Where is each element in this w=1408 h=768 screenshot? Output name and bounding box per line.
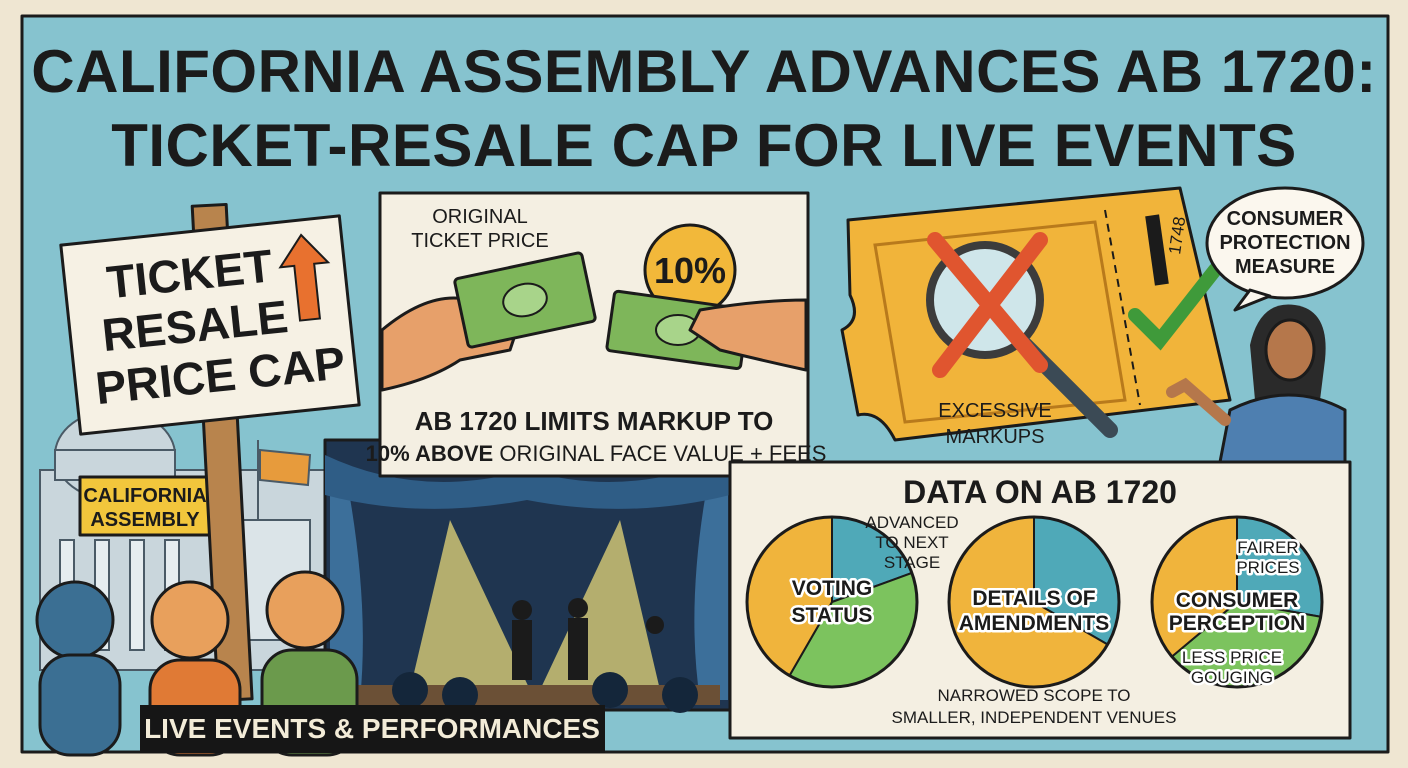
donut-callout: GOUGING [1191,668,1273,687]
stage-path [330,470,363,700]
donut-callout: NARROWED SCOPE TO [937,686,1130,705]
price-label: TICKET PRICE [411,230,548,252]
crowd-rect [38,653,122,757]
price-panel-path [688,298,808,372]
capitol-rect [54,449,176,481]
badge: 10% [654,250,726,291]
banner-text: LIVE EVENTS & PERFORMANCES [144,713,600,744]
donut-outline [1150,515,1324,689]
stage-path [694,470,728,700]
crowd-circle [265,570,345,650]
donut-callout: STAGE [884,553,940,572]
stage [323,438,732,712]
speech-text: PROTECTION [1219,232,1350,254]
capitol-path [259,448,312,487]
crowd-circle [150,580,230,660]
sign: TICKET RESALE PRICE CAP [59,202,361,703]
ticket-path [1128,263,1222,351]
donut-callout: FAIRER [1237,538,1298,557]
banner: LIVE EVENTS & PERFORMANCES [140,705,605,753]
crowd-circle [662,677,698,713]
spokesperson-path [1218,393,1347,464]
banner-rect [140,705,605,753]
donut-label: AMENDMENTS [959,612,1110,635]
donut-callout: LESS PRICE [1182,648,1282,667]
speech-text: MEASURE [1235,256,1335,278]
crowd-circle [35,580,115,660]
price-caption-bold: 10% ABOVE [366,441,494,466]
donut-callout: TO NEXT [875,533,948,552]
donut-label: VOTING [792,577,873,600]
building-label-rect [78,475,212,537]
donut-callout: SMALLER, INDEPENDENT VENUES [892,708,1177,727]
ticket-path [927,232,1048,378]
ticket-rect [1145,214,1169,286]
sign-g: TICKET RESALE PRICE CAP [59,214,361,436]
sign-g-rect [59,214,361,436]
data-title: DATA ON AB 1720 [903,474,1177,510]
capitol-rect [129,539,145,651]
data-panel: DATA ON AB 1720 VOTING STATUS DETAILS OFAM… [728,460,1352,740]
building-label: CALIFORNIA ASSEMBLY [78,475,212,537]
price-panel-ellipse [502,282,548,318]
crowd-circle [442,677,478,713]
stage-rect [568,618,588,680]
markup-label: EXCESSIVE [938,400,1051,422]
donut-callout: ADVANCED [865,513,958,532]
stage-path [410,520,530,690]
title-line: CALIFORNIA ASSEMBLY ADVANCES AB 1720: [31,38,1376,105]
speech-bubble-ellipse [1205,186,1365,300]
donut-label: STATUS [792,604,873,627]
building-label-text: ASSEMBLY [90,509,200,531]
stage-rect [512,620,532,680]
building-label-text: CALIFORNIA [83,485,206,507]
ticket: 1748 EXCESSIVE MARKUPS [840,186,1232,448]
stage-circle [646,616,664,634]
stage-circle [512,600,532,620]
title-line: TICKET-RESALE CAP FOR LIVE EVENTS [111,112,1297,179]
crowd-circle [592,672,628,708]
sign-g-path [278,233,331,322]
speech-bubble-path [1233,288,1272,312]
donut-label: CONSUMER [1176,589,1299,612]
spokesperson-path [1166,377,1231,426]
price-caption: AB 1720 LIMITS MARKUP TO [415,406,774,436]
stage-path [325,455,730,509]
stage-circle [568,598,588,618]
donut-outline [947,515,1121,689]
donut-label: PERCEPTION [1169,612,1306,635]
ticket-path [873,220,1127,424]
price-panel: ORIGINAL TICKET PRICE 10% AB 1720 LIMITS… [366,191,826,478]
markup-label: MARKUPS [946,426,1045,448]
spokesperson-ellipse [1264,318,1316,382]
donut-outline [745,515,919,689]
ticket-line [1104,209,1141,406]
spokesperson [1166,304,1347,464]
donut-callout: PRICES [1236,558,1299,577]
donut-label: DETAILS OF [972,587,1095,610]
speech-bubble: CONSUMER PROTECTION MEASURE [1205,186,1365,312]
crowd-circle [392,672,428,708]
speech-text: CONSUMER [1227,208,1344,230]
price-label: ORIGINAL [432,206,528,228]
